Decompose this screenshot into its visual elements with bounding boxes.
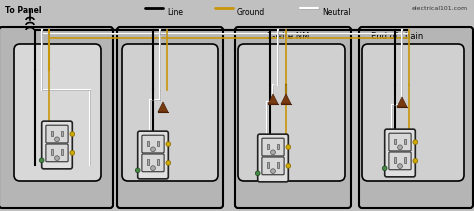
Circle shape bbox=[151, 147, 155, 152]
Bar bbox=[403, 157, 406, 163]
Circle shape bbox=[135, 168, 140, 173]
Bar bbox=[156, 141, 159, 146]
Text: Ground: Ground bbox=[237, 8, 265, 16]
FancyBboxPatch shape bbox=[385, 129, 415, 177]
Bar bbox=[267, 144, 269, 149]
FancyBboxPatch shape bbox=[235, 27, 351, 208]
FancyBboxPatch shape bbox=[359, 27, 473, 208]
Bar bbox=[61, 131, 63, 136]
Bar bbox=[51, 131, 54, 136]
FancyBboxPatch shape bbox=[46, 144, 68, 162]
FancyBboxPatch shape bbox=[46, 125, 68, 143]
Circle shape bbox=[271, 169, 275, 173]
Circle shape bbox=[271, 150, 275, 155]
FancyBboxPatch shape bbox=[14, 44, 101, 181]
FancyBboxPatch shape bbox=[122, 44, 218, 181]
Text: Line: Line bbox=[167, 8, 183, 16]
FancyBboxPatch shape bbox=[262, 138, 284, 156]
Circle shape bbox=[286, 164, 291, 168]
Bar bbox=[147, 160, 149, 165]
Circle shape bbox=[286, 145, 291, 149]
Circle shape bbox=[166, 161, 171, 165]
FancyBboxPatch shape bbox=[362, 44, 464, 181]
Polygon shape bbox=[281, 94, 291, 104]
FancyBboxPatch shape bbox=[138, 131, 168, 179]
Bar bbox=[147, 141, 149, 146]
Circle shape bbox=[255, 171, 260, 176]
Bar bbox=[267, 162, 269, 168]
FancyBboxPatch shape bbox=[238, 44, 345, 181]
Bar bbox=[394, 139, 396, 144]
Bar bbox=[156, 160, 159, 165]
FancyBboxPatch shape bbox=[262, 157, 284, 175]
Circle shape bbox=[70, 150, 75, 155]
FancyBboxPatch shape bbox=[389, 133, 411, 151]
Bar bbox=[276, 144, 279, 149]
Polygon shape bbox=[158, 102, 168, 112]
FancyBboxPatch shape bbox=[42, 121, 73, 169]
Circle shape bbox=[166, 142, 171, 146]
Circle shape bbox=[39, 158, 44, 163]
Text: Neutral: Neutral bbox=[322, 8, 351, 16]
Bar bbox=[394, 157, 396, 163]
Circle shape bbox=[55, 156, 59, 161]
FancyBboxPatch shape bbox=[258, 134, 288, 182]
Circle shape bbox=[70, 132, 75, 137]
Circle shape bbox=[383, 166, 387, 171]
Circle shape bbox=[398, 164, 402, 169]
FancyBboxPatch shape bbox=[389, 152, 411, 170]
Circle shape bbox=[55, 137, 59, 142]
Circle shape bbox=[413, 158, 418, 163]
Text: 2-wire NM: 2-wire NM bbox=[267, 32, 309, 41]
Bar bbox=[403, 139, 406, 144]
Polygon shape bbox=[268, 94, 278, 104]
FancyBboxPatch shape bbox=[117, 27, 223, 208]
Bar bbox=[51, 149, 54, 155]
FancyBboxPatch shape bbox=[142, 154, 164, 172]
Text: electrical101.com: electrical101.com bbox=[412, 6, 468, 11]
Polygon shape bbox=[397, 97, 407, 107]
Circle shape bbox=[151, 166, 155, 170]
Circle shape bbox=[398, 145, 402, 150]
FancyBboxPatch shape bbox=[142, 135, 164, 153]
Bar bbox=[61, 149, 63, 155]
Circle shape bbox=[413, 140, 418, 145]
Text: To Panel: To Panel bbox=[5, 6, 42, 15]
Text: End of chain: End of chain bbox=[371, 32, 423, 41]
Bar bbox=[276, 162, 279, 168]
FancyBboxPatch shape bbox=[0, 27, 113, 208]
